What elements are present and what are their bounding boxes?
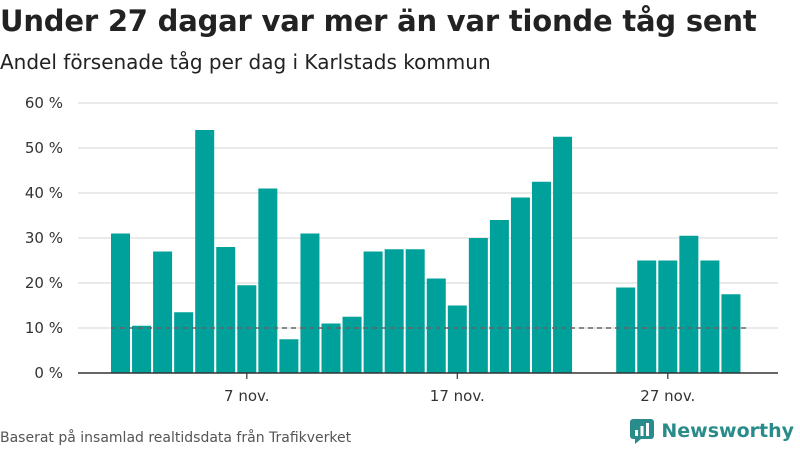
bar [300,233,320,373]
bar [342,316,362,373]
bar [321,323,341,373]
bar [637,260,657,373]
chart-title: Under 27 dagar var mer än var tionde tåg… [0,4,757,38]
bar [132,325,152,373]
bar [700,260,720,373]
chart-subtitle: Andel försenade tåg per dag i Karlstads … [0,50,491,74]
source-note: Baserat på insamlad realtidsdata från Tr… [0,430,352,446]
bar [679,235,699,373]
x-axis-ticks: 7 nov. 17 nov. 27 nov. [224,373,695,405]
bar [447,305,467,373]
y-tick-label: 10 % [25,319,63,337]
bar [721,294,741,373]
newsworthy-logo: Newsworthy [629,418,794,444]
x-tick-label: 27 nov. [640,387,695,405]
bar [363,251,383,373]
newsworthy-logo-text: Newsworthy [661,420,794,442]
bar [216,247,236,373]
bar [510,197,530,373]
y-tick-label: 50 % [25,139,63,157]
bar [426,278,446,373]
bar [279,339,299,373]
bar [237,285,257,373]
y-tick-label: 0 % [34,364,63,382]
bar [658,260,678,373]
y-tick-label: 60 % [25,94,63,112]
bar [616,287,636,373]
y-tick-label: 30 % [25,229,63,247]
bar [468,238,488,373]
bar [532,181,551,373]
bar [195,130,215,373]
bar [384,249,404,373]
bar [489,220,509,373]
y-axis-ticks: 0 % 10 % 20 % 30 % 40 % 50 % 60 % [25,94,63,382]
y-tick-label: 40 % [25,184,63,202]
x-tick-label: 17 nov. [430,387,485,405]
bar [153,251,173,373]
bar [405,249,425,373]
bars [111,130,741,373]
x-tick-label: 7 nov. [224,387,269,405]
bar [174,312,194,373]
bar [553,136,573,373]
bar [258,188,278,373]
y-tick-label: 20 % [25,274,63,292]
newsworthy-logo-icon [630,419,655,444]
bar [111,233,130,373]
